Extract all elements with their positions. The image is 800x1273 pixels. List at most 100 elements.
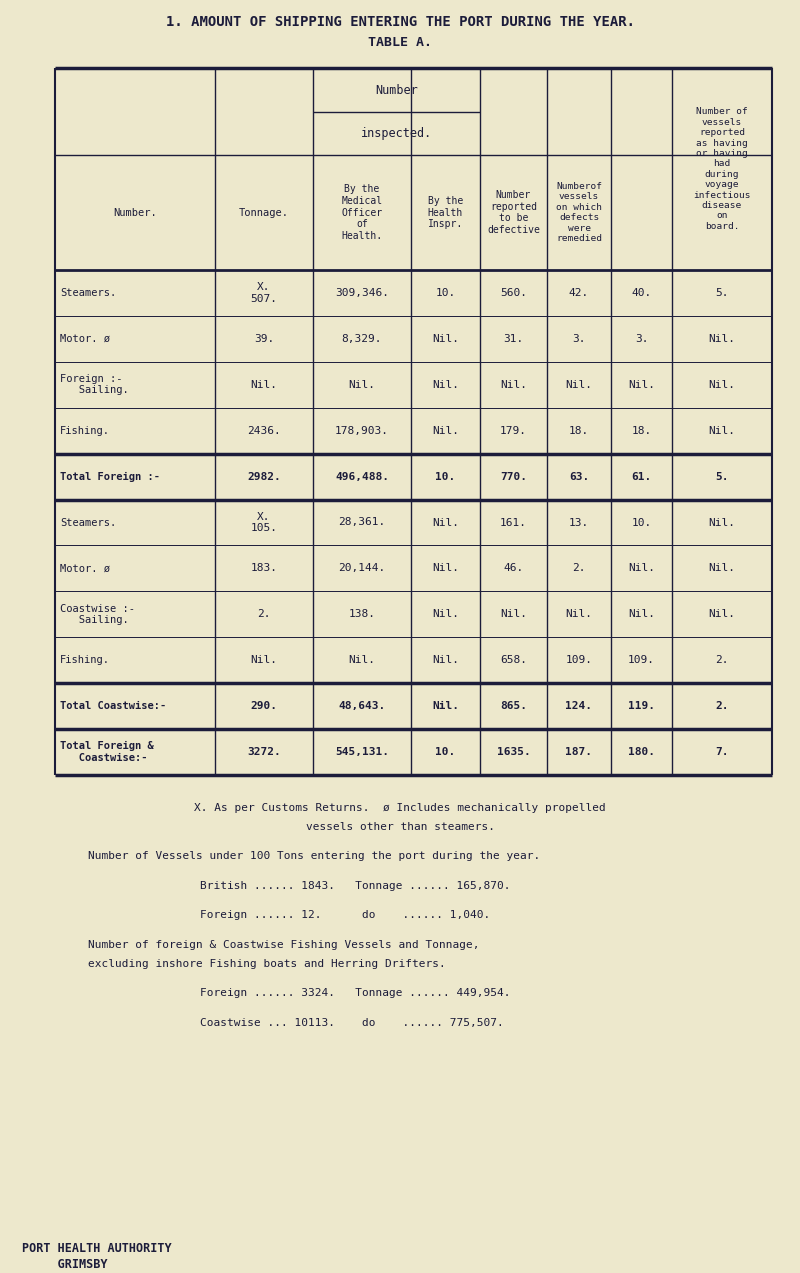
Text: Nil.: Nil.	[566, 610, 593, 620]
Text: Number of
vessels
reported
as having
or having
had
during
voyage
infectious
dise: Number of vessels reported as having or …	[694, 107, 750, 230]
Text: 309,346.: 309,346.	[335, 288, 389, 298]
Text: Nil.: Nil.	[628, 610, 655, 620]
Text: 10.: 10.	[435, 288, 456, 298]
Text: 39.: 39.	[254, 334, 274, 344]
Text: Numberof
vessels
on which
defects
were
remedied: Numberof vessels on which defects were r…	[556, 182, 602, 243]
Text: Nil.: Nil.	[709, 334, 735, 344]
Text: 2.: 2.	[715, 701, 729, 712]
Text: Nil.: Nil.	[628, 564, 655, 573]
Text: 2.: 2.	[572, 564, 586, 573]
Text: Nil.: Nil.	[709, 518, 735, 527]
Text: Nil.: Nil.	[628, 379, 655, 390]
Text: 1. AMOUNT OF SHIPPING ENTERING THE PORT DURING THE YEAR.: 1. AMOUNT OF SHIPPING ENTERING THE PORT …	[166, 15, 634, 29]
Text: 290.: 290.	[250, 701, 278, 712]
Text: Nil.: Nil.	[349, 379, 375, 390]
Text: 18.: 18.	[631, 425, 652, 435]
Text: Fishing.: Fishing.	[60, 425, 110, 435]
Text: 2.: 2.	[258, 610, 270, 620]
Text: 138.: 138.	[349, 610, 375, 620]
Text: 8,329.: 8,329.	[342, 334, 382, 344]
Text: excluding inshore Fishing boats and Herring Drifters.: excluding inshore Fishing boats and Herr…	[88, 959, 446, 969]
Text: 10.: 10.	[435, 471, 456, 481]
Text: Foreign ...... 12.      do    ...... 1,040.: Foreign ...... 12. do ...... 1,040.	[200, 910, 490, 920]
Text: Tonnage.: Tonnage.	[239, 207, 289, 218]
Text: 109.: 109.	[628, 656, 655, 666]
Text: 20,144.: 20,144.	[338, 564, 386, 573]
Text: 28,361.: 28,361.	[338, 518, 386, 527]
Text: Nil.: Nil.	[432, 564, 459, 573]
Text: Nil.: Nil.	[432, 425, 459, 435]
Text: Foreign ...... 3324.   Tonnage ...... 449,954.: Foreign ...... 3324. Tonnage ...... 449,…	[200, 988, 510, 998]
Text: 3.: 3.	[572, 334, 586, 344]
Text: 3272.: 3272.	[247, 747, 281, 757]
Text: 2982.: 2982.	[247, 471, 281, 481]
Text: Nil.: Nil.	[250, 656, 278, 666]
Text: Number.: Number.	[113, 207, 157, 218]
Text: 183.: 183.	[250, 564, 278, 573]
Text: 124.: 124.	[566, 701, 593, 712]
Text: 63.: 63.	[569, 471, 589, 481]
Text: Nil.: Nil.	[432, 518, 459, 527]
Text: 46.: 46.	[503, 564, 524, 573]
Text: 3.: 3.	[634, 334, 648, 344]
Text: Nil.: Nil.	[709, 610, 735, 620]
Text: 18.: 18.	[569, 425, 589, 435]
Text: 119.: 119.	[628, 701, 655, 712]
Text: 109.: 109.	[566, 656, 593, 666]
Text: 5.: 5.	[715, 288, 729, 298]
Text: British ...... 1843.   Tonnage ...... 165,870.: British ...... 1843. Tonnage ...... 165,…	[200, 881, 510, 891]
Text: Number of foreign & Coastwise Fishing Vessels and Tonnage,: Number of foreign & Coastwise Fishing Ve…	[88, 939, 479, 950]
Text: By the
Health
Inspr.: By the Health Inspr.	[428, 196, 463, 229]
Text: Nil.: Nil.	[709, 379, 735, 390]
Text: 40.: 40.	[631, 288, 652, 298]
Text: 10.: 10.	[631, 518, 652, 527]
Text: Steamers.: Steamers.	[60, 288, 116, 298]
Text: By the
Medical
Officer
of
Health.: By the Medical Officer of Health.	[342, 185, 382, 241]
Text: 31.: 31.	[503, 334, 524, 344]
Text: 545,131.: 545,131.	[335, 747, 389, 757]
Text: Nil.: Nil.	[566, 379, 593, 390]
Text: 10.: 10.	[435, 747, 456, 757]
Text: 1635.: 1635.	[497, 747, 530, 757]
Text: Motor. ø: Motor. ø	[60, 334, 110, 344]
Text: Fishing.: Fishing.	[60, 656, 110, 666]
Text: Nil.: Nil.	[500, 610, 527, 620]
Text: Motor. ø: Motor. ø	[60, 564, 110, 573]
Text: inspected.: inspected.	[361, 127, 432, 140]
Text: Nil.: Nil.	[250, 379, 278, 390]
Text: Nil.: Nil.	[432, 379, 459, 390]
Text: Nil.: Nil.	[709, 564, 735, 573]
Text: 2.: 2.	[715, 656, 729, 666]
Text: 161.: 161.	[500, 518, 527, 527]
Text: Coastwise :-
   Sailing.: Coastwise :- Sailing.	[60, 603, 135, 625]
Text: Nil.: Nil.	[432, 334, 459, 344]
Text: Number: Number	[375, 84, 418, 97]
Text: 5.: 5.	[715, 471, 729, 481]
Text: Nil.: Nil.	[500, 379, 527, 390]
Text: 2436.: 2436.	[247, 425, 281, 435]
Text: X. As per Customs Returns.  ø Includes mechanically propelled: X. As per Customs Returns. ø Includes me…	[194, 803, 606, 813]
Text: 48,643.: 48,643.	[338, 701, 386, 712]
Text: 658.: 658.	[500, 656, 527, 666]
Text: PORT HEALTH AUTHORITY: PORT HEALTH AUTHORITY	[22, 1242, 172, 1255]
Text: 179.: 179.	[500, 425, 527, 435]
Text: Steamers.: Steamers.	[60, 518, 116, 527]
Text: X.
507.: X. 507.	[250, 283, 278, 304]
Text: 865.: 865.	[500, 701, 527, 712]
Text: 180.: 180.	[628, 747, 655, 757]
Text: Coastwise ... 10113.    do    ...... 775,507.: Coastwise ... 10113. do ...... 775,507.	[200, 1017, 504, 1027]
Text: 61.: 61.	[631, 471, 652, 481]
Text: Nil.: Nil.	[432, 610, 459, 620]
Text: GRIMSBY: GRIMSBY	[22, 1258, 107, 1270]
Text: 770.: 770.	[500, 471, 527, 481]
Text: Total Foreign :-: Total Foreign :-	[60, 471, 160, 481]
Text: 560.: 560.	[500, 288, 527, 298]
Text: 178,903.: 178,903.	[335, 425, 389, 435]
Text: 13.: 13.	[569, 518, 589, 527]
Text: Total Foreign &
   Coastwise:-: Total Foreign & Coastwise:-	[60, 741, 154, 763]
Text: Foreign :-
   Sailing.: Foreign :- Sailing.	[60, 374, 129, 396]
Text: Nil.: Nil.	[432, 656, 459, 666]
Text: 42.: 42.	[569, 288, 589, 298]
Text: 7.: 7.	[715, 747, 729, 757]
Text: Nil.: Nil.	[432, 701, 459, 712]
